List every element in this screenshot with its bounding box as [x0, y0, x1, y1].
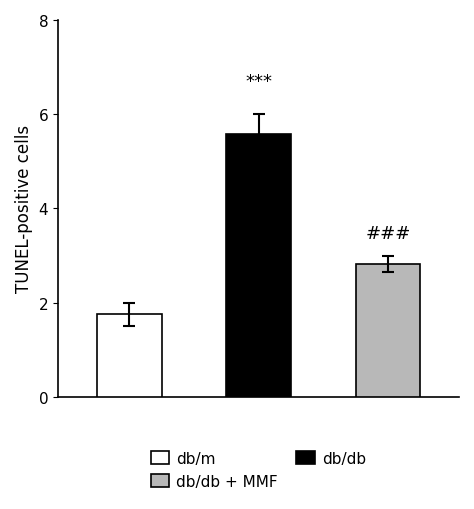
Text: ###: ### [365, 225, 410, 243]
Text: ***: *** [245, 73, 272, 91]
Bar [226, 135, 291, 397]
Bar [356, 265, 420, 397]
Y-axis label: TUNEL-positive cells: TUNEL-positive cells [15, 125, 33, 293]
Bar [97, 315, 162, 397]
Legend: db/m, db/db + MMF, db/db: db/m, db/db + MMF, db/db [145, 445, 373, 495]
